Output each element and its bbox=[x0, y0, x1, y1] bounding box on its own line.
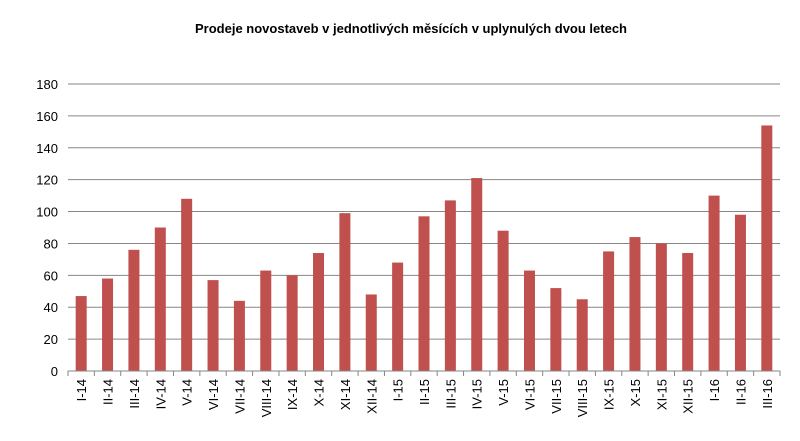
x-tick-label: X-15 bbox=[628, 379, 643, 406]
bar bbox=[550, 288, 562, 371]
x-tick-label: IX-15 bbox=[602, 379, 617, 410]
x-tick-label: VII-15 bbox=[549, 379, 564, 414]
x-tick-label: IV-14 bbox=[153, 379, 168, 409]
bar bbox=[734, 214, 746, 371]
y-tick-label: 120 bbox=[36, 173, 58, 188]
bar bbox=[75, 296, 87, 371]
x-tick-label: IX-14 bbox=[285, 379, 300, 410]
chart-title: Prodeje novostaveb v jednotlivých měsící… bbox=[195, 21, 627, 36]
bar bbox=[682, 253, 694, 371]
x-tick-label: II-15 bbox=[417, 379, 432, 405]
x-tick-label: III-16 bbox=[760, 379, 775, 409]
x-tick-label: VII-14 bbox=[232, 379, 247, 414]
bar bbox=[128, 249, 140, 371]
y-tick-label: 0 bbox=[51, 364, 58, 379]
x-tick-label: X-14 bbox=[312, 379, 327, 406]
bar bbox=[418, 216, 430, 371]
bar bbox=[313, 253, 325, 371]
bar bbox=[576, 299, 588, 371]
x-tick-label: VIII-14 bbox=[259, 379, 274, 417]
x-tick-label: IV-15 bbox=[470, 379, 485, 409]
x-tick-label: I-15 bbox=[391, 379, 406, 401]
x-tick-label: V-15 bbox=[496, 379, 511, 406]
bar bbox=[497, 230, 509, 371]
x-tick-label: III-14 bbox=[127, 379, 142, 409]
x-axis-tick-labels: I-14 II-14 III-14 IV-14 V-14 VI-14 VII-14 VIII-… bbox=[67, 371, 781, 417]
x-tick-label: VI-14 bbox=[206, 379, 221, 410]
bar bbox=[523, 270, 535, 371]
bars bbox=[75, 125, 773, 371]
bar bbox=[286, 275, 298, 371]
y-tick-label: 160 bbox=[36, 109, 58, 124]
bar bbox=[444, 200, 456, 371]
bar bbox=[181, 198, 193, 371]
x-tick-label: II-14 bbox=[101, 379, 116, 405]
bar bbox=[471, 178, 483, 371]
x-tick-label: V-14 bbox=[180, 379, 195, 406]
y-tick-label: 100 bbox=[36, 205, 58, 220]
x-tick-label: XII-14 bbox=[364, 379, 379, 414]
y-tick-label: 60 bbox=[44, 268, 58, 283]
bar bbox=[761, 125, 773, 371]
x-tick-label: XII-15 bbox=[681, 379, 696, 414]
x-tick-label: VIII-15 bbox=[575, 379, 590, 417]
x-tick-label: VI-15 bbox=[522, 379, 537, 410]
bar bbox=[708, 195, 720, 371]
bar bbox=[207, 280, 219, 371]
bar bbox=[629, 237, 641, 371]
x-tick-label: XI-15 bbox=[654, 379, 669, 410]
y-tick-label: 140 bbox=[36, 141, 58, 156]
bar bbox=[392, 262, 404, 371]
x-tick-label: I-14 bbox=[74, 379, 89, 401]
bar bbox=[102, 278, 114, 371]
y-tick-label: 40 bbox=[44, 300, 58, 315]
bar bbox=[260, 270, 272, 371]
x-tick-label: III-15 bbox=[443, 379, 458, 409]
bar bbox=[603, 251, 615, 371]
y-tick-label: 80 bbox=[44, 236, 58, 251]
x-tick-label: XI-14 bbox=[338, 379, 353, 410]
bar bbox=[154, 227, 166, 371]
y-axis-tick-labels: 0 20 40 60 80 100 120 140 160 180 bbox=[36, 77, 58, 379]
bar bbox=[339, 213, 351, 371]
y-tick-label: 20 bbox=[44, 332, 58, 347]
x-tick-label: II-16 bbox=[733, 379, 748, 405]
y-tick-label: 180 bbox=[36, 77, 58, 92]
bar bbox=[655, 243, 667, 371]
bar bbox=[233, 300, 245, 371]
x-tick-label: I-16 bbox=[707, 379, 722, 401]
bar bbox=[365, 294, 377, 371]
